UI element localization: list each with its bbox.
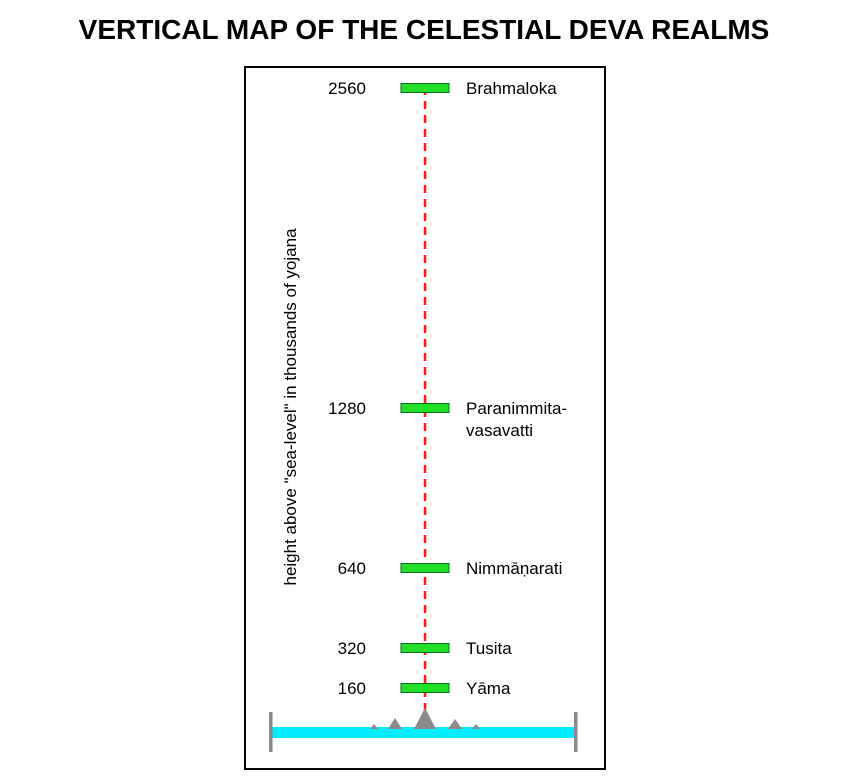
realm-name-label: Tusita <box>466 639 512 658</box>
ground-baseline <box>269 708 578 752</box>
height-value-label: 2560 <box>328 79 366 98</box>
left-post <box>269 712 273 752</box>
chart-title: VERTICAL MAP OF THE CELESTIAL DEVA REALM… <box>78 14 770 45</box>
realm-name-label: vasavatti <box>466 421 533 440</box>
mount-meru-peak <box>414 708 436 729</box>
realm-name-label: Yāma <box>466 679 511 698</box>
realm-name-label: Brahmaloka <box>466 79 557 98</box>
height-value-label: 160 <box>338 679 366 698</box>
realm-marker <box>400 403 450 413</box>
realm-marker <box>400 643 450 653</box>
realm-name-label: Nimmāṇarati <box>466 559 562 578</box>
y-axis-label: height above "sea-level" in thousands of… <box>281 228 300 586</box>
realm-marker <box>400 563 450 573</box>
chart-frame <box>244 66 606 770</box>
mountain-peak <box>370 724 378 729</box>
mountain-peak <box>388 718 402 729</box>
height-value-label: 1280 <box>328 399 366 418</box>
realm-name-label: Paranimmita- <box>466 399 567 418</box>
height-value-label: 320 <box>338 639 366 658</box>
right-post <box>574 712 578 752</box>
height-value-label: 640 <box>338 559 366 578</box>
realm-marker <box>400 683 450 693</box>
realm-marker <box>400 83 450 93</box>
sea-level-water <box>270 727 576 738</box>
mountain-peak <box>472 724 480 729</box>
mountain-peak <box>448 719 462 729</box>
